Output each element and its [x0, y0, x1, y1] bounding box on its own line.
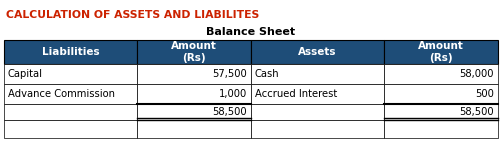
Bar: [4, 120, 137, 138]
Text: Capital: Capital: [8, 69, 43, 79]
Text: 500: 500: [474, 89, 493, 99]
Text: Liabilities: Liabilities: [42, 47, 99, 57]
Text: 57,500: 57,500: [212, 69, 246, 79]
Bar: [137, 84, 250, 104]
Text: Cash: Cash: [255, 69, 279, 79]
Text: CALCULATION OF ASSETS AND LIABILITES: CALCULATION OF ASSETS AND LIABILITES: [6, 10, 259, 20]
Bar: [384, 104, 497, 120]
Text: Balance Sheet: Balance Sheet: [206, 27, 295, 37]
Bar: [4, 40, 137, 64]
Bar: [137, 120, 250, 138]
Text: 1,000: 1,000: [218, 89, 246, 99]
Bar: [384, 84, 497, 104]
Text: Advance Commission: Advance Commission: [8, 89, 115, 99]
Bar: [250, 104, 384, 120]
Bar: [384, 40, 497, 64]
Bar: [4, 104, 137, 120]
Bar: [137, 64, 250, 84]
Bar: [384, 120, 497, 138]
Bar: [137, 104, 250, 120]
Bar: [4, 84, 137, 104]
Text: 58,000: 58,000: [458, 69, 493, 79]
Text: 58,500: 58,500: [212, 107, 246, 117]
Bar: [4, 64, 137, 84]
Bar: [250, 64, 384, 84]
Text: Amount
(Rs): Amount (Rs): [417, 41, 463, 63]
Text: Amount
(Rs): Amount (Rs): [171, 41, 217, 63]
Bar: [137, 40, 250, 64]
Text: Assets: Assets: [298, 47, 336, 57]
Text: 58,500: 58,500: [458, 107, 493, 117]
Bar: [250, 84, 384, 104]
Bar: [250, 40, 384, 64]
Bar: [250, 120, 384, 138]
Bar: [384, 64, 497, 84]
Text: Accrued Interest: Accrued Interest: [255, 89, 337, 99]
